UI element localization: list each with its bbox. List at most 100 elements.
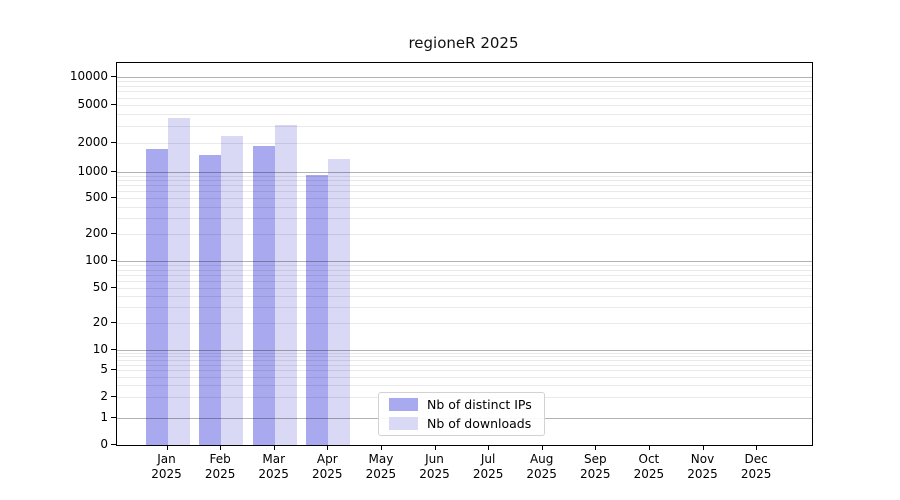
gridline-minor-30 (117, 307, 812, 309)
x-tick-nov (702, 446, 704, 450)
gridline-minor-70 (117, 274, 812, 276)
x-tick-label-dec: Dec 2025 (726, 452, 786, 482)
y-tick-200 (111, 233, 116, 235)
y-tick-label-1000: 1000 (77, 163, 108, 178)
y-tick-label-5000: 5000 (77, 97, 108, 112)
legend-label-distinct-ips: Nb of distinct IPs (427, 397, 532, 412)
legend-row-downloads: Nb of downloads (389, 416, 536, 431)
y-tick-label-1: 1 (100, 410, 108, 424)
y-tick-1 (111, 417, 116, 418)
gridline-minor-20 (117, 322, 812, 324)
y-tick-label-100: 100 (85, 253, 108, 267)
bar-nb-of-downloads-mar (274, 124, 297, 445)
y-tick-20 (111, 321, 116, 323)
month-label: Sep (583, 452, 607, 466)
gridline-minor-5000 (117, 105, 812, 107)
gridline-minor-500 (117, 198, 812, 200)
gridline-major-10 (117, 349, 812, 351)
gridline-minor-800 (117, 180, 812, 182)
y-tick-100 (111, 260, 116, 261)
gridline-major-100 (117, 261, 812, 262)
gridline-minor-80 (117, 269, 812, 271)
x-tick-label-jun: Jun 2025 (405, 452, 465, 482)
gridline-minor-900 (117, 175, 812, 177)
year-label: 2025 (258, 467, 289, 481)
year-label: 2025 (580, 467, 611, 481)
y-tick-2000 (111, 141, 116, 143)
gridline-minor-9000 (117, 80, 812, 82)
x-tick-aug (541, 446, 543, 450)
x-tick-label-nov: Nov 2025 (673, 452, 733, 482)
gridline-minor-40 (117, 296, 812, 298)
bar-nb-of-distinct-ips-jan (145, 149, 168, 445)
month-label: May (368, 452, 394, 466)
month-label: Mar (262, 452, 285, 466)
y-tick-0 (111, 444, 116, 445)
y-tick-50 (111, 286, 116, 288)
x-tick-dec (756, 446, 758, 450)
gridline-minor-2000 (117, 142, 812, 144)
year-label: 2025 (687, 467, 718, 481)
bar-nb-of-downloads-apr (328, 158, 351, 445)
bar-nb-of-downloads-feb (221, 135, 244, 445)
bar-nb-of-downloads-jan (167, 117, 190, 445)
distinct-ips-swatch (389, 398, 418, 411)
month-label: Dec (744, 452, 768, 466)
y-tick-label-20: 20 (92, 314, 108, 329)
y-tick-5000 (111, 104, 116, 106)
downloads-swatch (389, 417, 418, 430)
gridline-minor-6000 (117, 97, 812, 99)
x-tick-label-feb: Feb 2025 (190, 452, 250, 482)
x-tick-label-may: May 2025 (351, 452, 411, 482)
year-label: 2025 (312, 467, 343, 481)
legend-label-downloads: Nb of downloads (427, 416, 532, 431)
plot-area (116, 62, 813, 446)
y-tick-1000 (111, 170, 116, 172)
gridline-minor-700 (117, 185, 812, 187)
bar-nb-of-distinct-ips-feb (199, 155, 222, 445)
year-label: 2025 (204, 467, 236, 481)
x-tick-sep (595, 446, 597, 450)
y-tick-label-0: 0 (100, 437, 108, 451)
year-label: 2025 (526, 467, 557, 481)
gridline-minor-5 (117, 370, 812, 372)
x-tick-oct (648, 446, 650, 450)
y-tick-5 (111, 369, 116, 371)
y-tick-label-2: 2 (100, 389, 108, 404)
x-tick-feb (220, 446, 222, 450)
gridline-minor-9 (117, 352, 812, 354)
y-tick-label-200: 200 (85, 226, 108, 241)
year-label: 2025 (633, 467, 665, 481)
y-tick-label-5: 5 (100, 362, 108, 377)
month-label: Oct (638, 452, 660, 466)
x-tick-label-oct: Oct 2025 (619, 452, 679, 482)
gridline-minor-60 (117, 280, 812, 282)
y-tick-10 (111, 348, 116, 350)
y-tick-2 (111, 396, 116, 398)
x-tick-label-aug: Aug 2025 (512, 452, 572, 482)
year-label: 2025 (419, 467, 450, 481)
x-tick-apr (327, 446, 329, 450)
y-tick-label-10: 10 (92, 341, 108, 356)
y-tick-500 (111, 197, 116, 199)
year-label: 2025 (740, 467, 772, 481)
chart-title: regioneR 2025 (408, 34, 519, 52)
x-tick-label-jan: Jan 2025 (137, 452, 197, 482)
gridline-minor-600 (117, 191, 812, 193)
month-label: Aug (529, 452, 554, 466)
x-tick-label-apr: Apr 2025 (297, 452, 357, 482)
gridline-minor-400 (117, 207, 812, 209)
gridline-major-1000 (117, 171, 812, 173)
gridline-minor-8 (117, 356, 812, 358)
y-tick-label-500: 500 (85, 190, 108, 205)
y-tick-10000 (111, 75, 116, 77)
legend: Nb of distinct IPs Nb of downloads (378, 392, 545, 436)
gridline-minor-300 (117, 218, 812, 220)
year-label: 2025 (151, 467, 182, 481)
month-label: Jan (157, 452, 176, 466)
month-label: Nov (690, 452, 715, 466)
y-tick-label-10000: 10000 (69, 68, 108, 83)
gridline-minor-90 (117, 265, 812, 267)
gridline-minor-50 (117, 287, 812, 289)
